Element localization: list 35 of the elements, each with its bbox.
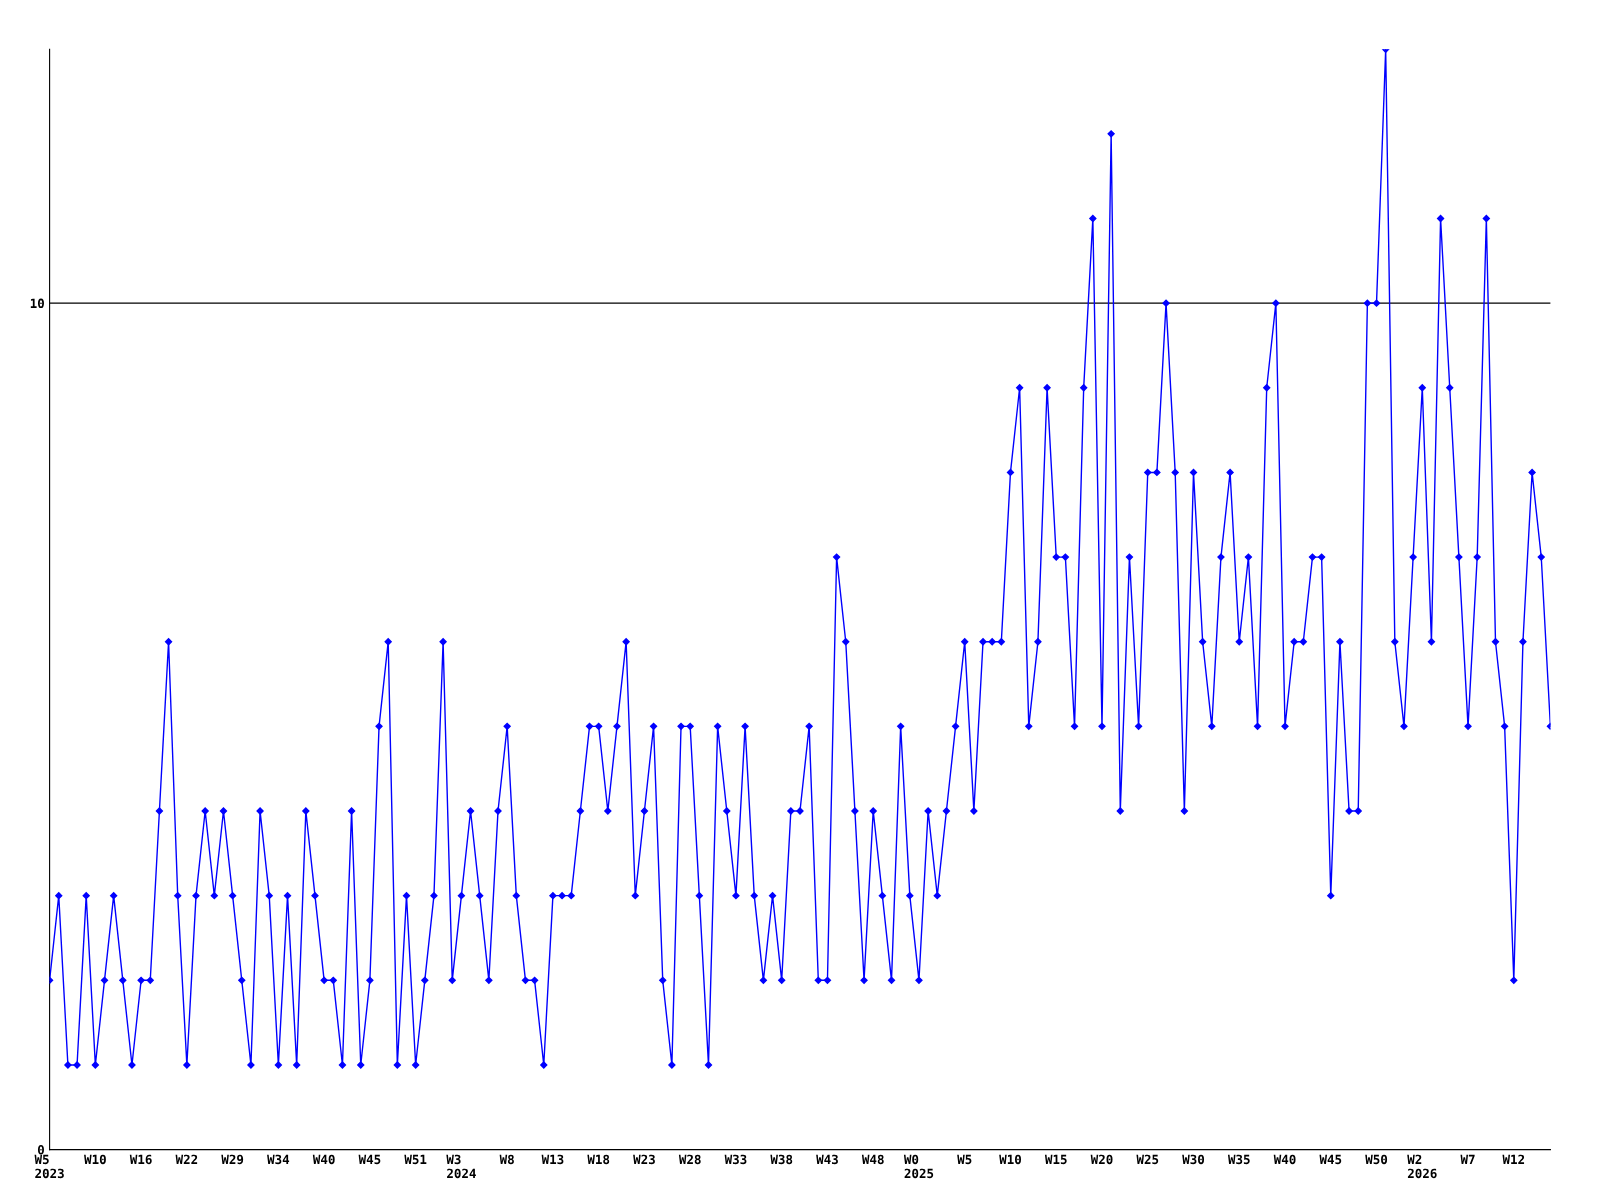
x-tick-label: W45 <box>1319 1154 1342 1165</box>
x-tick-label: W13 <box>541 1154 564 1165</box>
x-tick-label: W18 <box>587 1154 610 1165</box>
x-tick-label: W33 <box>724 1154 747 1165</box>
x-tick-label: W43 <box>816 1154 838 1165</box>
x-tick-label: W29 <box>221 1154 244 1165</box>
x-tick-label: W15 <box>1044 1154 1067 1165</box>
x-tick-label: W10 <box>84 1154 106 1165</box>
x-tick-label: W16 <box>129 1154 152 1165</box>
x-tick-label: W51 <box>404 1154 427 1165</box>
x-tick-label: W3 2024 <box>446 1154 476 1179</box>
x-tick-label: W8 <box>499 1154 514 1165</box>
x-tick-label: W7 <box>1460 1154 1475 1164</box>
x-tick-label: W2 2026 <box>1407 1154 1437 1179</box>
x-tick-label: W25 <box>1136 1154 1159 1165</box>
x-tick-label: W40 <box>1273 1154 1296 1165</box>
x-tick-label: W22 <box>175 1154 198 1164</box>
x-tick-label: W12 <box>1502 1154 1525 1164</box>
x-tick-label: W5 2023 <box>34 1154 64 1179</box>
y-tick-label: 0 <box>37 1145 44 1155</box>
x-tick-label: W40 <box>312 1154 335 1165</box>
x-tick-label: W5 <box>957 1154 972 1165</box>
x-tick-label: W38 <box>770 1154 793 1165</box>
x-tick-label: W20 <box>1090 1154 1113 1165</box>
x-tick-label: W34 <box>267 1154 290 1165</box>
x-tick-label: W48 <box>861 1154 884 1165</box>
x-tick-label: W0 2025 <box>903 1154 934 1179</box>
x-tick-label: W28 <box>678 1154 701 1165</box>
x-tick-label: W50 <box>1365 1154 1388 1165</box>
x-tick-label: W35 <box>1227 1154 1250 1165</box>
x-tick-label: W23 <box>633 1154 655 1165</box>
x-tick-label: W30 <box>1182 1154 1205 1165</box>
x-tick-label: W10 <box>999 1154 1022 1165</box>
x-tick-label: W45 <box>358 1154 381 1165</box>
y-tick-label: 10 <box>30 298 44 309</box>
